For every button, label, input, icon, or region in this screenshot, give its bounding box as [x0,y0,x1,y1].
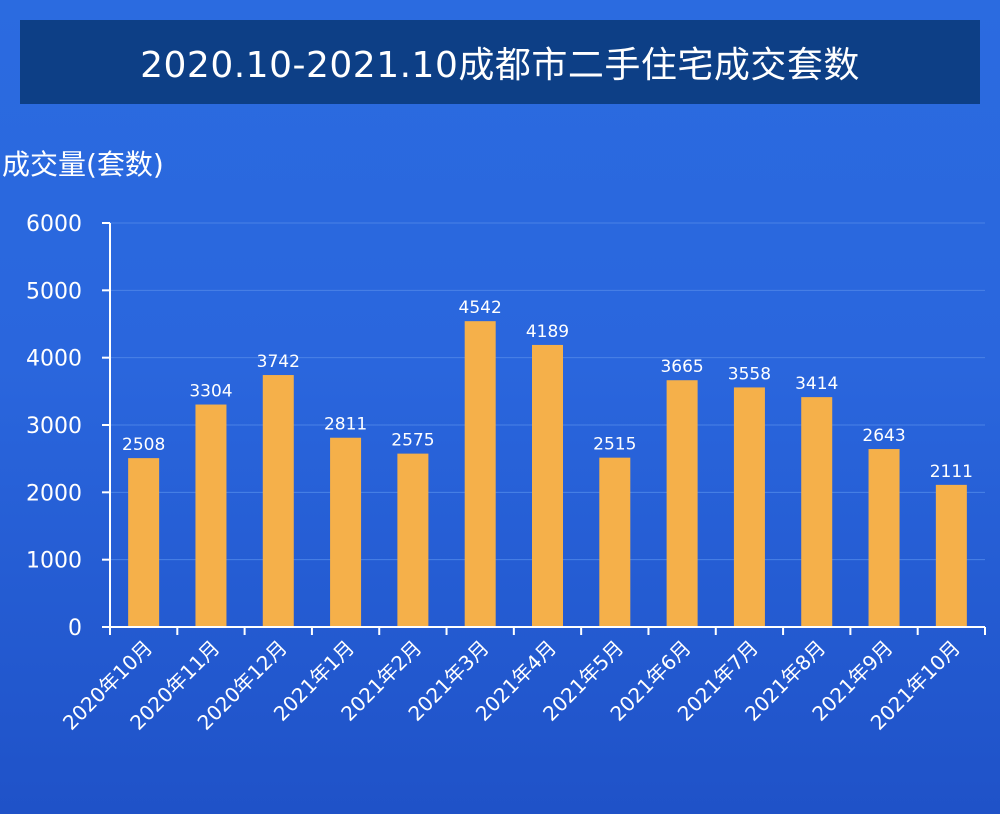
bar [464,321,496,627]
data-label: 2811 [324,415,367,435]
y-tick-label: 1000 [26,549,82,574]
data-label: 3304 [189,382,232,402]
y-tick-label: 0 [68,616,82,641]
data-label: 2508 [122,435,165,455]
bar [599,457,631,627]
data-label: 3742 [257,352,300,372]
y-tick-label: 2000 [26,481,82,506]
bar [397,453,429,627]
data-label: 2643 [862,426,905,446]
data-label: 3558 [728,364,771,384]
y-tick-label: 5000 [26,279,82,304]
bar [868,449,900,627]
y-axis-label: 成交量(套数) [2,148,164,181]
data-label: 4542 [459,298,502,318]
data-label: 3414 [795,374,838,394]
data-label: 2575 [391,431,434,451]
data-label: 3665 [660,357,703,377]
bar [666,380,698,627]
bar [935,484,967,627]
chart-title-bar: 2020.10-2021.10成都市二手住宅成交套数 [20,20,980,104]
bar [330,437,362,627]
bar [262,375,294,627]
y-tick-label: 6000 [26,212,82,237]
chart-title: 2020.10-2021.10成都市二手住宅成交套数 [140,45,860,86]
axis-layer [102,222,986,635]
bar [532,344,563,627]
bar [195,404,227,627]
bar-layer [128,321,967,627]
bar [128,458,160,627]
y-tick-label: 4000 [26,347,82,372]
data-label: 2111 [930,462,973,482]
bar [733,387,765,627]
data-label: 4189 [526,322,569,342]
bar [801,397,833,627]
data-label: 2515 [593,435,636,455]
y-tick-label: 3000 [26,414,82,439]
